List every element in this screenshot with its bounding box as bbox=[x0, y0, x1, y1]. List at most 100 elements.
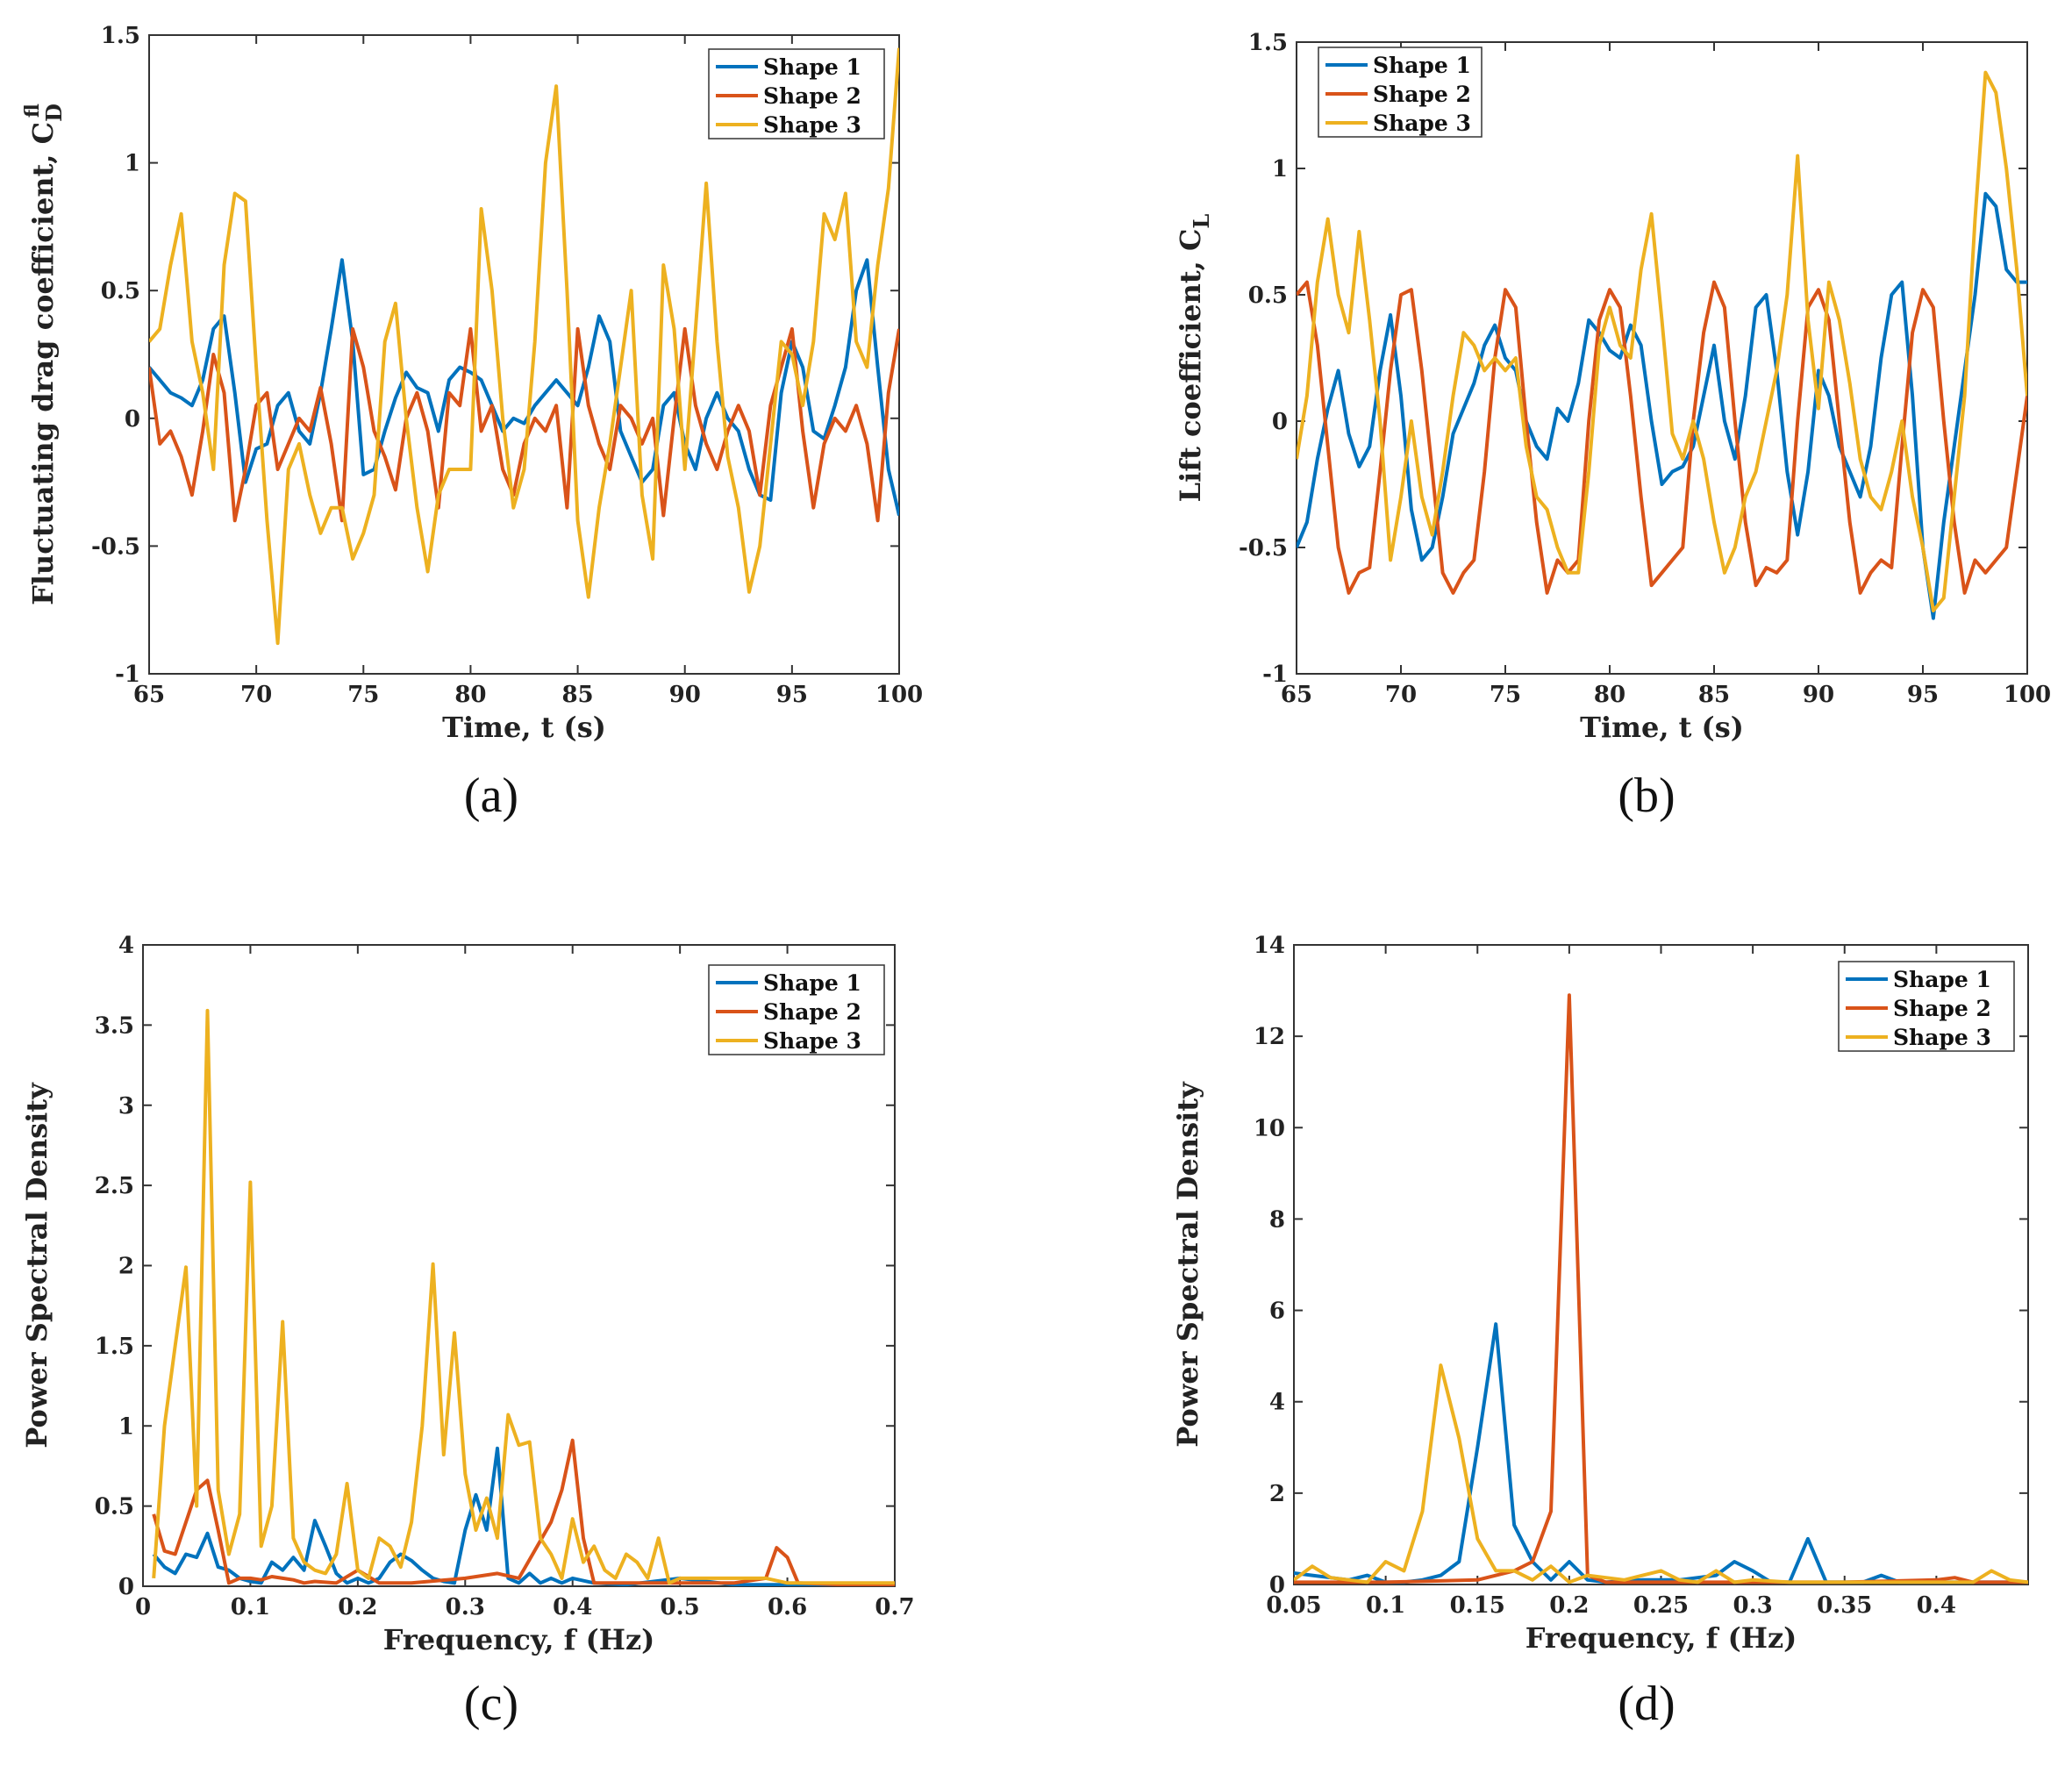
legend-label-shape-2: Shape 2 bbox=[763, 999, 861, 1025]
y-tick-label: 1 bbox=[1272, 156, 1288, 182]
series-line-shape-1 bbox=[1297, 191, 2027, 620]
y-tick-label: 0 bbox=[1272, 409, 1288, 435]
y-tick-label: 12 bbox=[1254, 1024, 1285, 1050]
legend-label-shape-1: Shape 1 bbox=[763, 54, 861, 80]
legend-label-shape-1: Shape 1 bbox=[1373, 53, 1471, 78]
x-tick-label: 0 bbox=[135, 1594, 151, 1620]
legend-label-shape-3: Shape 3 bbox=[1893, 1025, 1991, 1050]
y-tick-label: 2 bbox=[1269, 1481, 1285, 1507]
x-tick-label: 85 bbox=[561, 682, 593, 708]
y-axis-label-main: Power Spectral Density bbox=[20, 1082, 54, 1449]
x-tick-label: 65 bbox=[1281, 682, 1312, 708]
series-line-shape-3 bbox=[149, 47, 899, 646]
series-line-shape-3 bbox=[1294, 1363, 2028, 1584]
x-tick-label: 0.15 bbox=[1450, 1592, 1505, 1619]
x-tick-label: 75 bbox=[1490, 682, 1521, 708]
x-tick-label: 0.4 bbox=[553, 1594, 592, 1620]
y-tick-label: 6 bbox=[1269, 1298, 1285, 1325]
series-line-shape-2 bbox=[152, 1438, 895, 1586]
panel-caption: (c) bbox=[464, 1677, 518, 1731]
series-line-shape-2 bbox=[149, 326, 899, 523]
x-tick-label: 95 bbox=[776, 682, 808, 708]
legend-label-shape-2: Shape 2 bbox=[763, 83, 861, 109]
x-tick-label: 70 bbox=[1385, 682, 1417, 708]
x-tick-label: 0.1 bbox=[231, 1594, 270, 1620]
legend-label-shape-1: Shape 1 bbox=[1893, 967, 1991, 992]
x-tick-label: 75 bbox=[347, 682, 379, 708]
y-axis-label-main: Fluctuating drag coefficient, C bbox=[26, 122, 60, 605]
x-axis-label: Frequency, f (Hz) bbox=[1525, 1621, 1797, 1655]
y-tick-label: 0 bbox=[1269, 1572, 1285, 1599]
x-tick-label: 0.2 bbox=[1549, 1592, 1589, 1619]
y-tick-label: 3.5 bbox=[95, 1012, 134, 1039]
legend-label-shape-2: Shape 2 bbox=[1373, 82, 1471, 107]
y-axis-label: Power Spectral Density bbox=[20, 1082, 54, 1449]
x-tick-label: 80 bbox=[454, 682, 486, 708]
chart-panel-1: 65 70 75 80 85 90 95 100 -1 -0.5 0 0.5 1 1.5 Time, t (… bbox=[21, 23, 923, 823]
y-axis-label: Fluctuating drag coefficient, CDfl bbox=[21, 104, 67, 605]
y-tick-label: 0.5 bbox=[1248, 283, 1288, 309]
legend: Shape 1 Shape 2 Shape 3 bbox=[708, 48, 885, 139]
legend-label-shape-3: Shape 3 bbox=[763, 112, 861, 138]
x-tick-label: 0.05 bbox=[1266, 1592, 1321, 1619]
x-tick-label: 90 bbox=[1803, 682, 1834, 708]
y-tick-label: 3 bbox=[118, 1093, 134, 1119]
legend-label-shape-3: Shape 3 bbox=[1373, 111, 1471, 136]
y-tick-label: 4 bbox=[118, 933, 134, 959]
x-tick-label: 0.5 bbox=[661, 1594, 700, 1620]
x-tick-label: 0.6 bbox=[768, 1594, 807, 1620]
x-tick-label: 0.4 bbox=[1917, 1592, 1956, 1619]
y-tick-label: 1.5 bbox=[101, 23, 140, 49]
series-line-shape-1 bbox=[152, 1446, 895, 1586]
x-axis-label: Time, t (s) bbox=[442, 711, 606, 744]
y-tick-label: 0.5 bbox=[101, 278, 140, 304]
y-axis-label: Lift coefficient, CL bbox=[1174, 214, 1214, 503]
y-axis-label-subscript: L bbox=[1189, 214, 1214, 229]
series-line-shape-1 bbox=[149, 258, 899, 516]
panel-caption: (d) bbox=[1618, 1677, 1675, 1731]
y-tick-label: 2 bbox=[118, 1254, 134, 1280]
x-tick-label: 100 bbox=[2004, 682, 2051, 708]
y-axis-label-main: Power Spectral Density bbox=[1171, 1081, 1204, 1448]
legend-label-shape-3: Shape 3 bbox=[763, 1028, 861, 1054]
series-line-shape-3 bbox=[1297, 70, 2027, 612]
legend: Shape 1 Shape 2 Shape 3 bbox=[1838, 961, 2015, 1052]
chart-panel-4: 0.05 0.1 0.15 0.2 0.25 0.3 0.35 0.4 0 2 4 6 8 10 12 14 F… bbox=[1171, 933, 2029, 1731]
panel-caption: (b) bbox=[1618, 769, 1675, 823]
y-axis-label-main: Lift coefficient, C bbox=[1174, 229, 1207, 503]
y-tick-label: -0.5 bbox=[91, 533, 140, 560]
series-line-shape-2 bbox=[1294, 993, 2028, 1584]
x-tick-label: 100 bbox=[875, 682, 923, 708]
x-tick-label: 0.1 bbox=[1366, 1592, 1405, 1619]
x-tick-label: 65 bbox=[133, 682, 165, 708]
x-tick-label: 0.3 bbox=[1733, 1592, 1773, 1619]
x-tick-label: 85 bbox=[1698, 682, 1730, 708]
x-tick-label: 0.3 bbox=[446, 1594, 485, 1620]
y-tick-label: 8 bbox=[1269, 1206, 1285, 1233]
panel-caption: (a) bbox=[464, 769, 518, 823]
y-tick-label: 0 bbox=[118, 1574, 134, 1600]
x-tick-label: 90 bbox=[669, 682, 701, 708]
y-tick-label: 1.5 bbox=[95, 1334, 134, 1360]
x-axis-label: Frequency, f (Hz) bbox=[383, 1623, 655, 1656]
y-tick-label: 14 bbox=[1254, 933, 1285, 959]
chart-panel-3: 0 0.1 0.2 0.3 0.4 0.5 0.6 0.7 0 0.5 1 1.5 2 2.5 3 3.5 4 F… bbox=[20, 933, 915, 1731]
y-tick-label: 1 bbox=[118, 1413, 134, 1440]
y-tick-label: 1 bbox=[125, 151, 140, 177]
x-tick-label: 80 bbox=[1594, 682, 1625, 708]
y-tick-label: 2.5 bbox=[95, 1173, 134, 1199]
plot-area bbox=[148, 34, 900, 675]
y-tick-label: 1.5 bbox=[1248, 30, 1288, 56]
y-tick-label: 10 bbox=[1254, 1115, 1285, 1141]
y-axis-label-subscript: D bbox=[41, 104, 67, 122]
series-line-shape-3 bbox=[152, 1008, 895, 1585]
series-line-shape-2 bbox=[1297, 280, 2027, 595]
x-tick-label: 95 bbox=[1907, 682, 1939, 708]
y-axis-label-superscript: fl bbox=[21, 104, 44, 118]
legend-label-shape-1: Shape 1 bbox=[763, 970, 861, 996]
y-tick-label: 0.5 bbox=[95, 1494, 134, 1520]
legend-label-shape-2: Shape 2 bbox=[1893, 996, 1991, 1021]
y-tick-label: -0.5 bbox=[1239, 535, 1288, 562]
y-tick-label: 0 bbox=[125, 406, 140, 433]
